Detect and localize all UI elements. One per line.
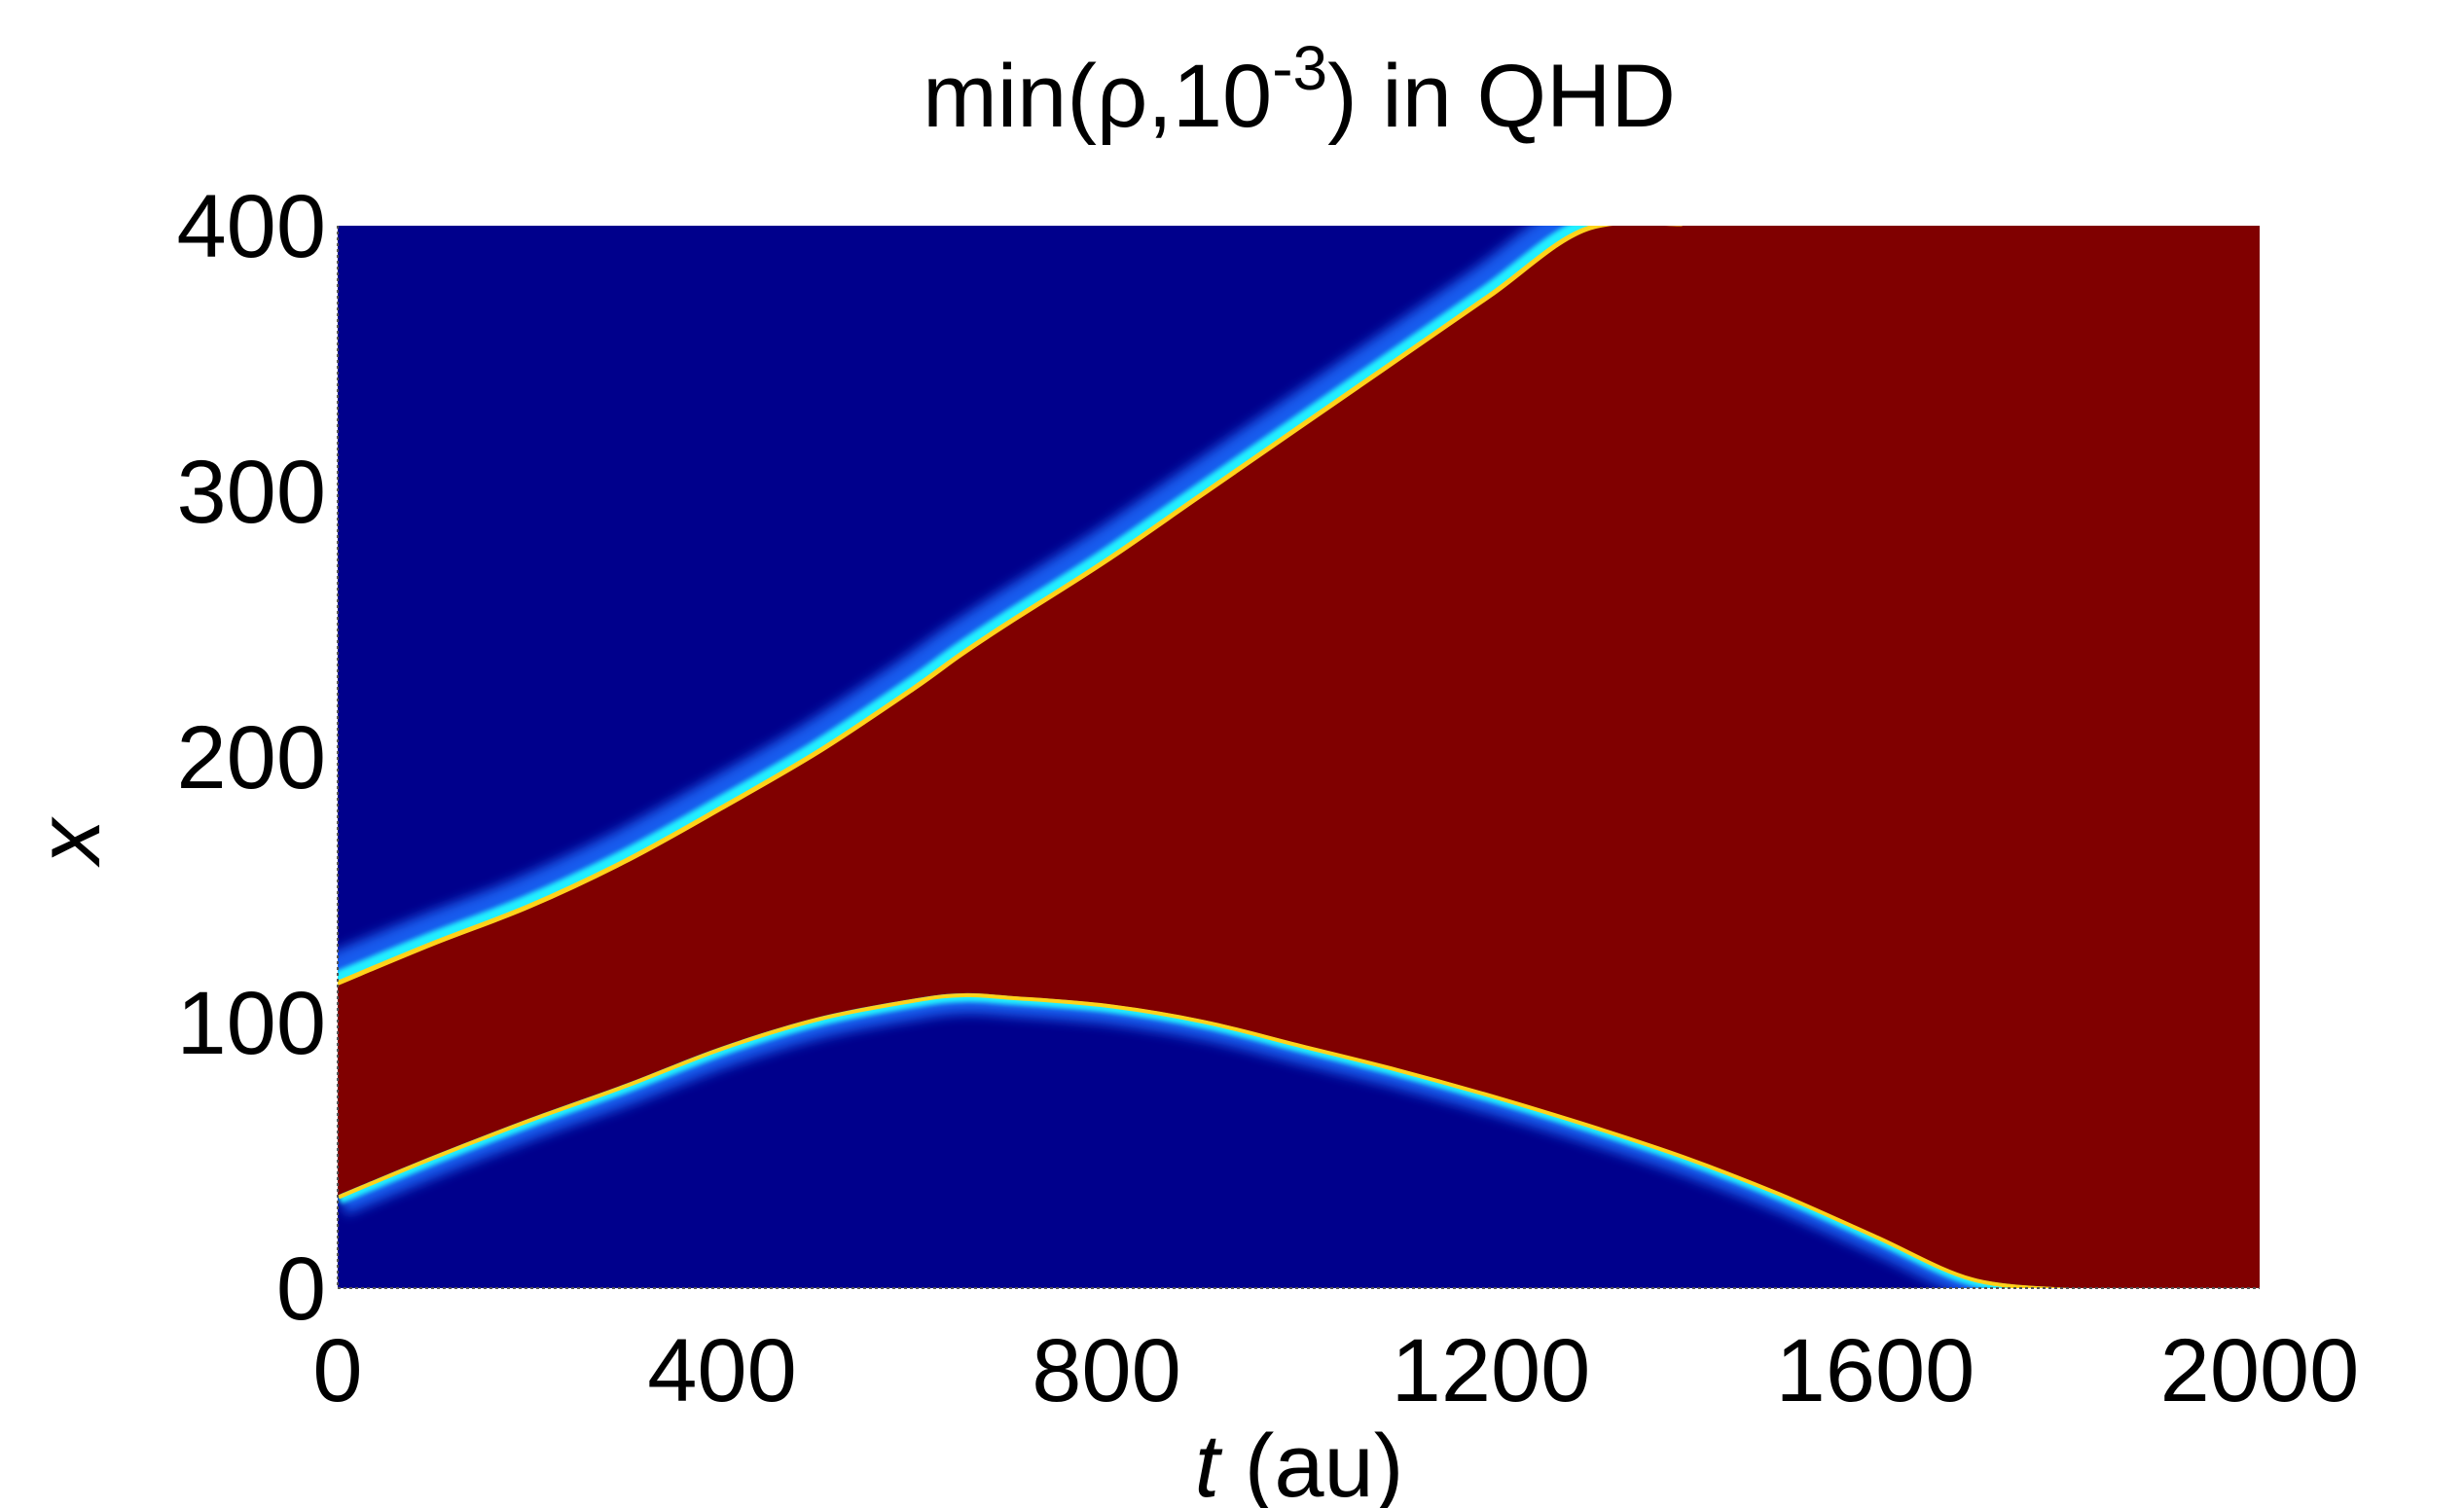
y-tick-label-400: 400 [177, 177, 327, 276]
density-fill-region [338, 226, 2260, 1288]
x-tick-labels: 0 400 800 1200 1600 2000 [312, 1321, 2359, 1420]
x-tick-label-800: 800 [1032, 1321, 1181, 1420]
x-axis-label-variable: t [1195, 1417, 1223, 1508]
chart-title: min(ρ,10-3) in QHD [923, 33, 1676, 146]
x-tick-label-1200: 1200 [1392, 1321, 1591, 1420]
lower-front-edge [338, 992, 2069, 1288]
chart-title-tail: ) in QHD [1327, 47, 1676, 146]
y-tick-label-100: 100 [177, 974, 327, 1073]
y-tick-label-200: 200 [177, 708, 327, 808]
x-tick-label-2000: 2000 [2160, 1321, 2360, 1420]
chart-title-exponent: -3 [1272, 33, 1327, 103]
chart-title-main: min(ρ,10 [923, 47, 1272, 146]
x-tick-label-0: 0 [312, 1321, 362, 1420]
y-tick-label-0: 0 [276, 1239, 326, 1339]
upper-front-halo [338, 226, 1680, 987]
y-axis-label: x [19, 816, 119, 868]
x-axis-label: t (au) [1195, 1417, 1404, 1508]
x-axis-label-unit: (au) [1219, 1417, 1403, 1508]
x-tick-label-1600: 1600 [1776, 1321, 1975, 1420]
upper-front-edge [338, 226, 1683, 987]
plot-area [338, 226, 2260, 1288]
x-tick-label-400: 400 [647, 1321, 797, 1420]
upper-front-halo-wide [338, 226, 1675, 987]
y-tick-label-300: 300 [177, 443, 327, 542]
upper-front-halo-inner [338, 226, 1680, 986]
y-tick-labels: 0 100 200 300 400 [177, 177, 327, 1339]
